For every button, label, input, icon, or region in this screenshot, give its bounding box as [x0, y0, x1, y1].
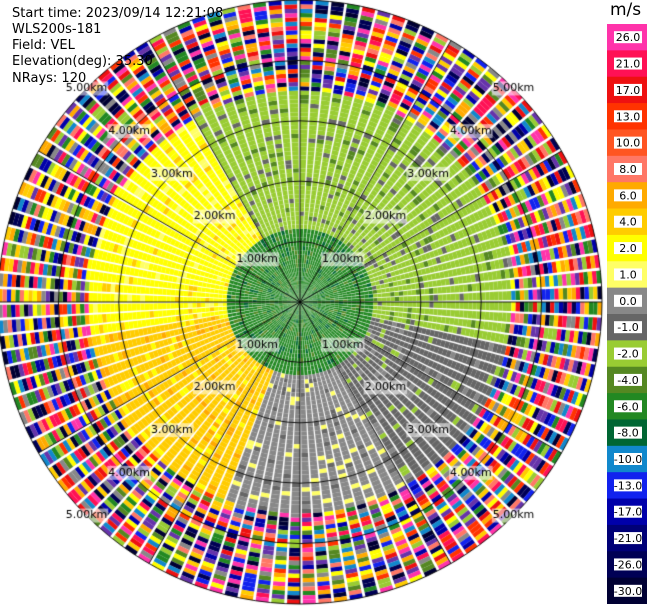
- colorbar-tick-bg: [614, 347, 642, 360]
- colorbar-tick-bg: [614, 163, 642, 175]
- colorbar-tick-label: 10.0: [616, 137, 641, 150]
- field-label: Field: VEL: [12, 38, 75, 53]
- colorbar-tick-label: -26.0: [614, 558, 642, 571]
- colorbar-tick-label: -13.0: [614, 479, 642, 492]
- colorbar-tick-label: -6.0: [617, 400, 638, 413]
- colorbar-tick-label: 6.0: [619, 189, 637, 202]
- colorbar-tick-bg: [614, 321, 642, 334]
- colorbar-tick-label: 4.0: [619, 216, 637, 229]
- elevation-label: Elevation(deg): 35.30: [12, 54, 153, 69]
- colorbar-tick-bg: [614, 83, 642, 96]
- colorbar-tick-label: -10.0: [614, 453, 642, 466]
- colorbar-tick-bg: [614, 453, 642, 465]
- colorbar-tick-label: 21.0: [616, 58, 641, 71]
- colorbar-tick-bg: [614, 373, 642, 386]
- colorbar-tick-label: -4.0: [617, 374, 638, 387]
- colorbar-tick-label: -8.0: [617, 427, 638, 440]
- colorbar-tick-bg: [614, 215, 642, 228]
- colorbar: 26.0 21.0 17.0 13.0 10.0 8.0 6.0 4.0 2.0 1.0 0.0 -1…: [607, 24, 647, 604]
- colorbar-tick-label: -1.0: [617, 321, 638, 334]
- colorbar-tick-bg: [614, 505, 642, 518]
- colorbar-tick-label: -17.0: [614, 506, 642, 519]
- colorbar-tick-bg: [614, 479, 642, 492]
- colorbar-tick-bg: [614, 294, 642, 307]
- colorbar-tick-label: 0.0: [619, 295, 637, 308]
- start-time-label: Start time: 2023/09/14 12:21:08: [12, 6, 224, 21]
- colorbar-tick-bg: [614, 532, 642, 545]
- colorbar-tick-bg: [614, 426, 642, 439]
- colorbar-tick-label: 26.0: [616, 31, 641, 44]
- colorbar-tick-bg: [614, 57, 642, 70]
- colorbar-tick-bg: [614, 189, 642, 202]
- colorbar-tick-bg: [614, 268, 642, 281]
- instrument-label: WLS200s-181: [12, 22, 102, 37]
- colorbar-tick-label: -2.0: [617, 348, 638, 361]
- colorbar-tick-label: 2.0: [619, 242, 637, 255]
- colorbar-tick-label: 1.0: [619, 268, 637, 281]
- colorbar-tick-label: -30.0: [614, 585, 642, 598]
- colorbar-tick-bg: [614, 400, 642, 413]
- colorbar-tick-label: 8.0: [619, 163, 637, 176]
- colorbar-tick-bg: [614, 110, 642, 123]
- colorbar-tick-bg: [614, 242, 642, 255]
- colorbar-tick-label: 17.0: [616, 84, 641, 97]
- colorbar-tick-bg: [614, 31, 642, 44]
- colorbar-tick-label: -21.0: [614, 532, 642, 545]
- colorbar-tick-bg: [614, 558, 642, 571]
- colorbar-unit-label: m/s: [610, 0, 642, 20]
- nrays-label: NRays: 120: [12, 71, 87, 86]
- colorbar-tick-bg: [614, 136, 642, 149]
- colorbar-tick-bg: [614, 584, 642, 597]
- colorbar-tick-label: 13.0: [616, 110, 641, 123]
